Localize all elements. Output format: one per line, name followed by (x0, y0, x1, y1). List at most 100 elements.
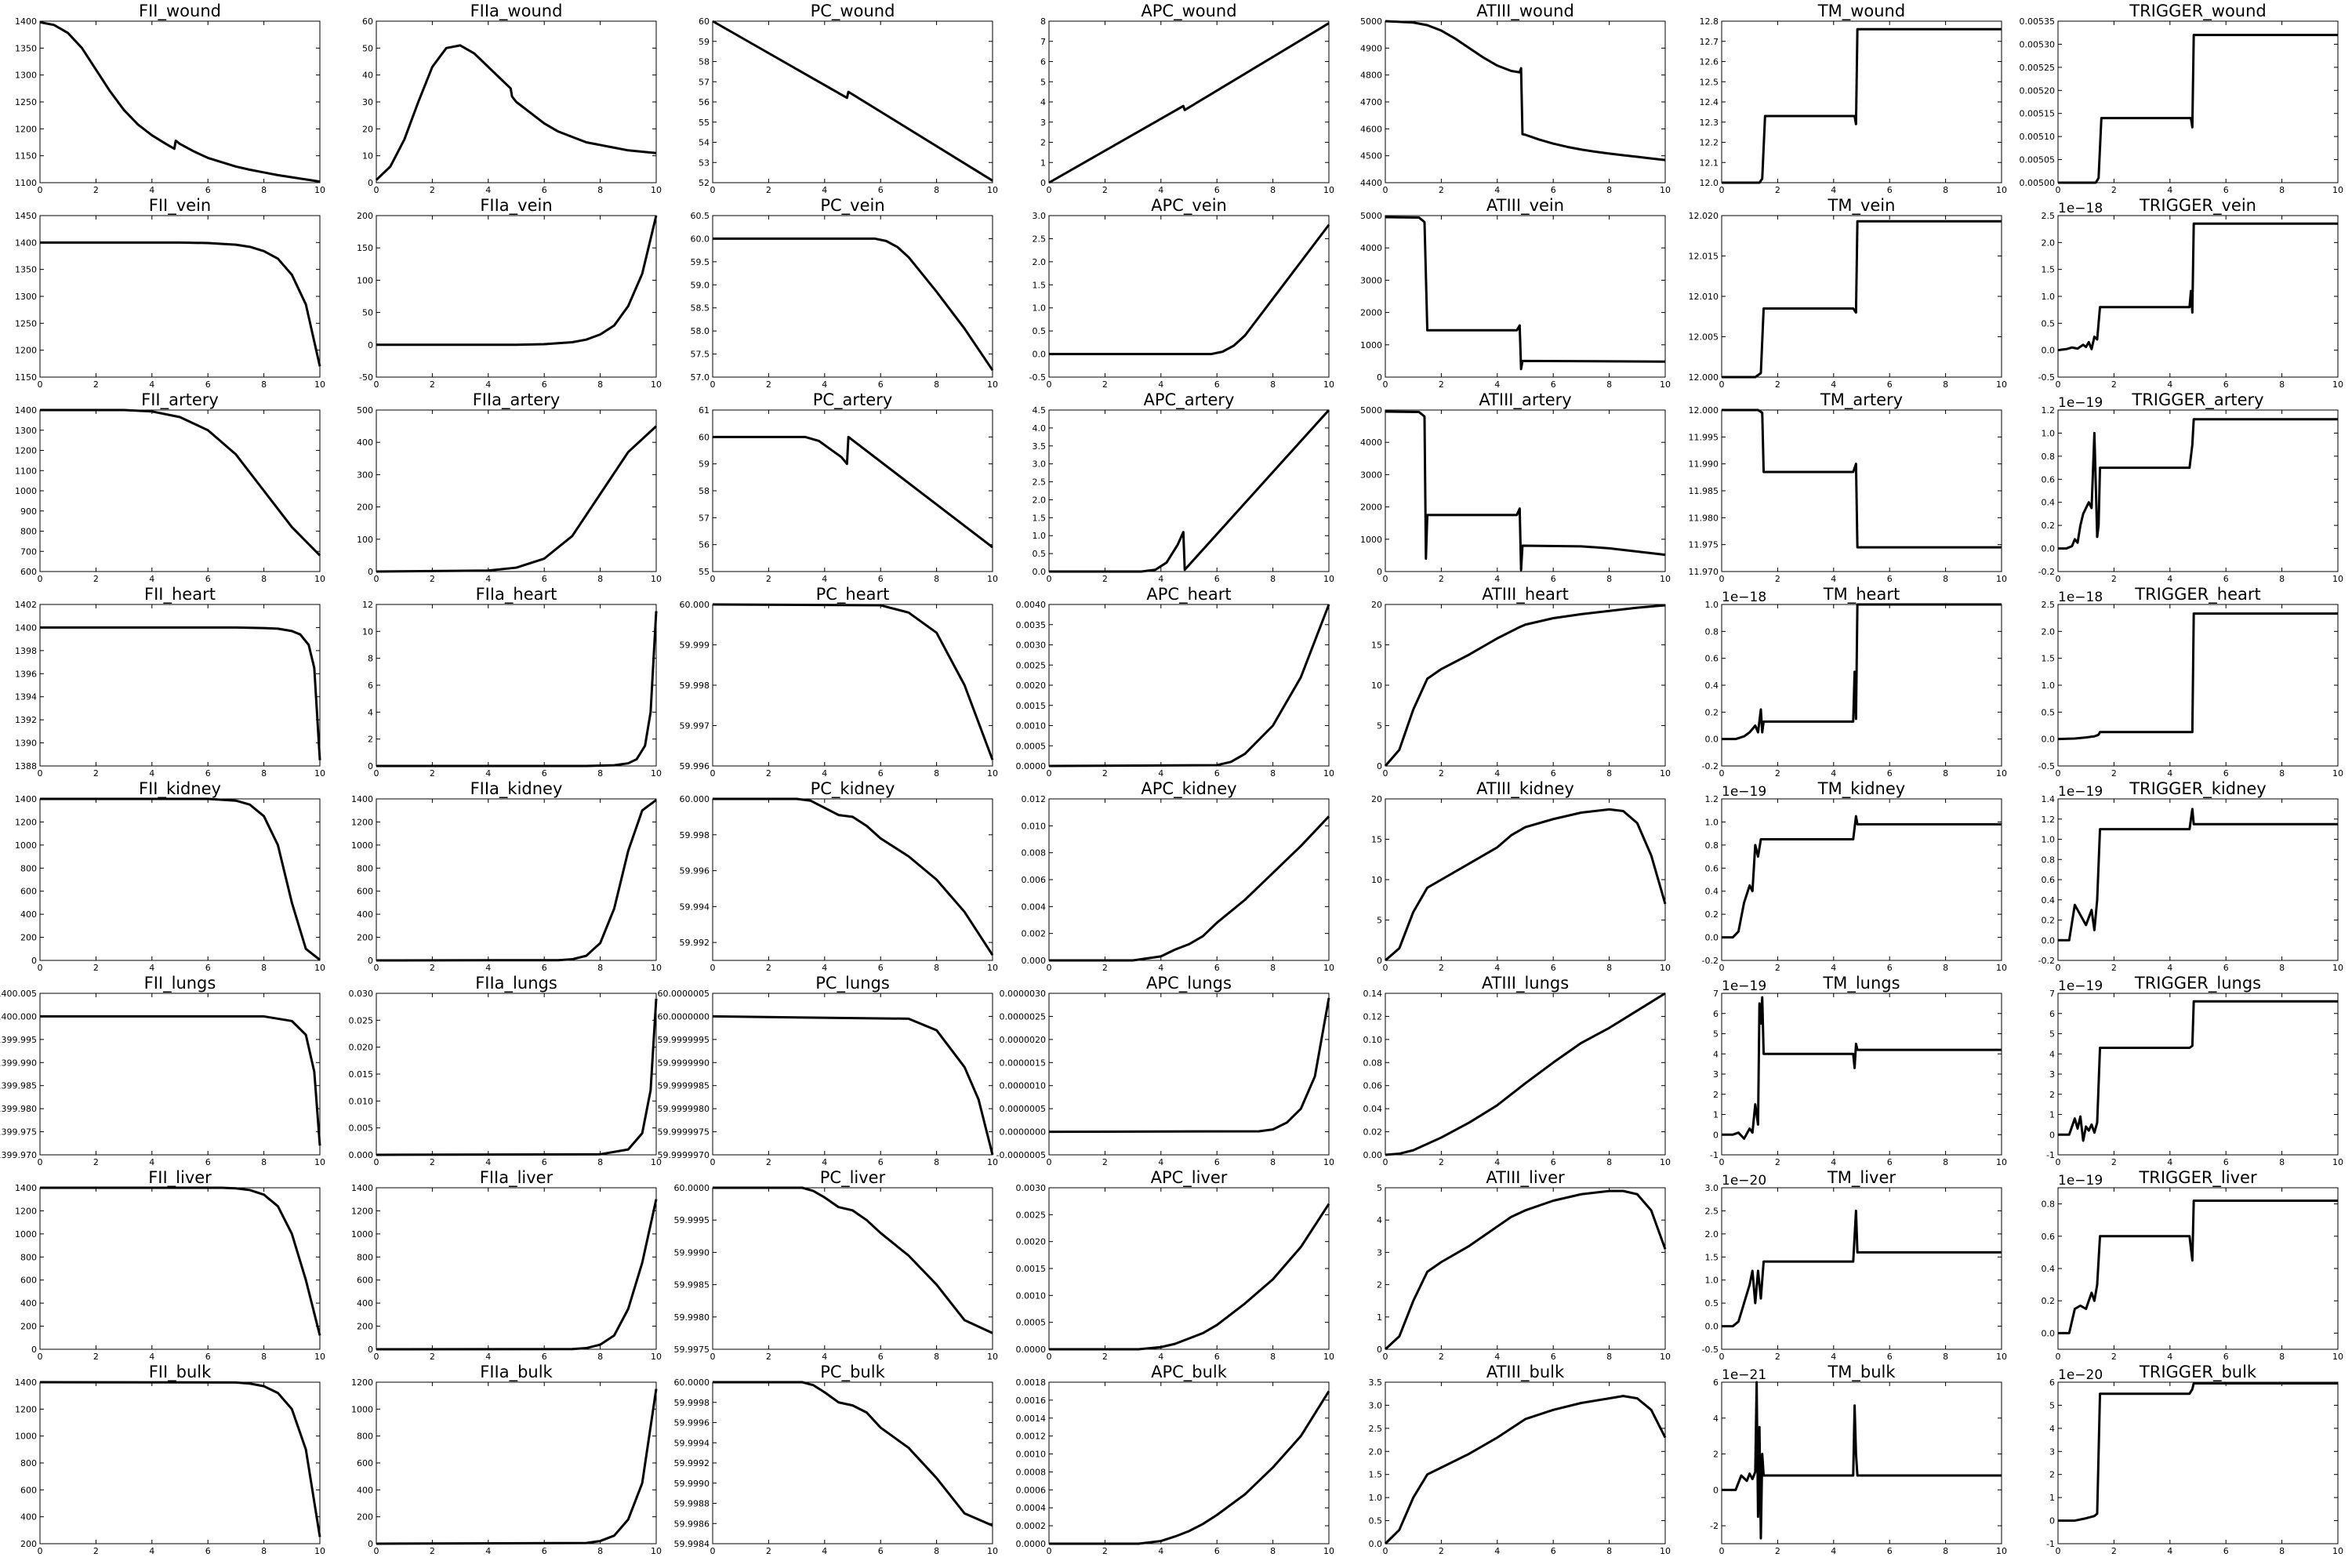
y-tick-label: 0.6 (2042, 474, 2056, 485)
chart-title: PC_liver (820, 1168, 886, 1188)
y-tick-label: 55 (699, 567, 710, 577)
y-tick-label: 15 (1371, 835, 1382, 845)
y-tick-label: 0.0000 (1016, 1539, 1047, 1549)
chart-title: PC_kidney (811, 779, 895, 799)
y-tick-label: 1390 (15, 739, 37, 749)
series-line (40, 1014, 321, 1146)
x-tick-label: 4 (822, 379, 827, 390)
plot-frame (712, 215, 993, 378)
y-tick-label: 0.0016 (1016, 1396, 1047, 1406)
y-tick-label: 1450 (15, 211, 37, 221)
plot-frame (1385, 1381, 1666, 1544)
y-tick-label: 0 (368, 178, 373, 188)
x-tick-label: 8 (934, 185, 939, 195)
y-tick-label: 0.0000005 (1000, 1104, 1047, 1114)
y-tick-label: 300 (357, 470, 373, 480)
y-tick-label: 4 (1713, 1049, 1719, 1059)
y-tick-label: 1100 (15, 466, 37, 476)
y-tick-label: 0.00525 (2020, 63, 2056, 73)
x-tick-label: 6 (1551, 963, 1556, 973)
y-tick-label: 0.0018 (1016, 1377, 1047, 1388)
y-tick-label: 1.5 (1033, 513, 1047, 523)
y-tick-label: -0.2 (2038, 956, 2055, 966)
x-tick-label: 8 (1270, 1157, 1276, 1167)
x-tick-label: 4 (1494, 963, 1500, 973)
x-tick-label: 4 (485, 379, 491, 390)
x-tick-label: 2 (766, 963, 771, 973)
y-tick-label: 59.9980 (674, 1312, 710, 1323)
x-tick-label: 0 (374, 1352, 379, 1362)
y-tick-label: 0.0030 (1016, 1183, 1047, 1193)
x-tick-label: 0 (374, 574, 379, 584)
y-tick-label: 0.8 (1705, 840, 1719, 851)
x-tick-label: 0 (1719, 1546, 1725, 1556)
y-tick-label: 1.5 (2042, 265, 2056, 275)
x-tick-label: 8 (261, 1352, 267, 1362)
series-line (712, 20, 993, 182)
x-tick-label: 10 (2332, 963, 2343, 973)
series-line (2058, 808, 2338, 942)
x-tick-label: 4 (2167, 963, 2172, 973)
y-tick-label: 0 (368, 1345, 373, 1355)
y-tick-label: 0.8 (2042, 452, 2056, 462)
y-tick-label: 0.0005 (1016, 1318, 1047, 1328)
y-tick-label: 4 (1040, 97, 1046, 107)
y-tick-label: 0.020 (349, 1043, 374, 1053)
y-tick-label: 11.990 (1689, 459, 1719, 470)
y-tick-label: 2.0 (1033, 495, 1047, 505)
y-tick-label: 500 (357, 405, 373, 416)
x-tick-label: 10 (987, 963, 998, 973)
chart-atiii-heart: ATIII_heart 0 2 4 6 8 10 0 5 10 15 20 (1371, 585, 1671, 779)
y-tick-label: 0 (2049, 1516, 2055, 1526)
y-tick-label: 0.4 (1705, 681, 1719, 691)
x-tick-label: 8 (934, 963, 939, 973)
series-line (1048, 604, 1330, 768)
chart-pc-artery: PC_artery 0 2 4 6 8 10 55 56 57 58 59 60 61 (699, 390, 998, 584)
y-tick-label: 7 (2049, 989, 2055, 999)
y-tick-label: 1000 (15, 486, 37, 496)
y-tick-label: 12.7 (1700, 37, 1719, 47)
y-tick-label: 600 (20, 1276, 37, 1286)
y-tick-label: 0.14 (1363, 989, 1383, 999)
plot-frame (1385, 604, 1666, 767)
x-tick-label: 2 (1102, 185, 1108, 195)
axis-offset-label: 1e−19 (1722, 784, 1766, 800)
series-line (2057, 222, 2338, 352)
x-tick-label: 10 (1323, 185, 1334, 195)
y-tick-label: 3 (2049, 1446, 2055, 1457)
chart-atiii-wound: ATIII_wound 0 2 4 6 8 10 4400 4500 4600 4700 4800 49… (1360, 2, 1671, 195)
x-tick-label: 2 (1775, 1352, 1780, 1362)
y-tick-label: 11.995 (1689, 432, 1719, 442)
chart-title: APC_bulk (1151, 1363, 1228, 1382)
chart-fii-artery: FII_artery 0 2 4 6 8 10 600 700 800 900 1000 1100 120… (15, 390, 325, 584)
x-tick-label: 8 (261, 768, 267, 779)
x-tick-label: 4 (2167, 379, 2172, 390)
y-tick-label: 0 (368, 567, 373, 577)
x-tick-label: 10 (1996, 185, 2007, 195)
y-tick-label: 3.0 (1033, 459, 1047, 470)
x-tick-label: 4 (822, 963, 827, 973)
y-tick-label: 200 (357, 1512, 373, 1523)
series-line (1048, 997, 1330, 1134)
x-tick-label: 6 (205, 1546, 211, 1556)
series-line (376, 1388, 658, 1545)
x-tick-label: 2 (2111, 1546, 2117, 1556)
x-tick-label: 6 (205, 185, 211, 195)
x-tick-label: 0 (2056, 768, 2061, 779)
x-tick-label: 6 (205, 379, 211, 390)
y-tick-label: 59.994 (680, 902, 710, 912)
plot-frame (1721, 215, 2002, 378)
plot-frame (1385, 409, 1666, 572)
series-line (376, 215, 658, 347)
y-tick-label: 0 (1377, 1345, 1382, 1355)
chart-title: FII_artery (141, 390, 219, 410)
x-tick-label: 8 (1606, 185, 1612, 195)
chart-title: FIIa_heart (476, 585, 557, 604)
y-tick-label: 7 (1713, 989, 1719, 999)
y-tick-label: 59.998 (680, 830, 710, 840)
y-tick-label: 60.0 (691, 234, 710, 244)
y-tick-label: 400 (20, 909, 37, 920)
x-tick-label: 8 (597, 379, 603, 390)
chart-title: FIIa_bulk (480, 1363, 553, 1382)
x-tick-label: 2 (93, 1546, 99, 1556)
